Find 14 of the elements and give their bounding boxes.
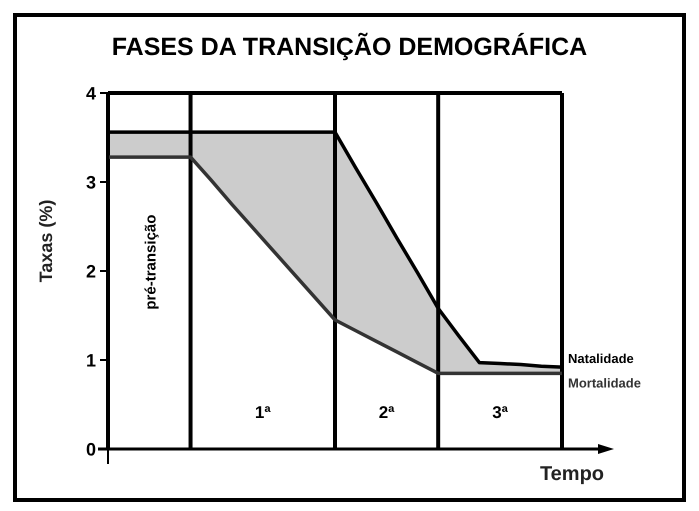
annotation: pré-transição: [142, 214, 160, 310]
annotation: 3ª: [492, 402, 509, 422]
y-tick-label: 0: [86, 439, 96, 460]
chart-title: FASES DA TRANSIÇÃO DEMOGRÁFICA: [112, 32, 588, 61]
series-label: Mortalidade: [568, 375, 641, 390]
y-tick-label: 2: [86, 261, 96, 282]
series-label: Natalidade: [568, 351, 634, 366]
annotation: 2ª: [378, 402, 396, 422]
y-tick-label: 3: [86, 172, 96, 192]
y-tick-label: 1: [86, 350, 96, 370]
x-axis-title: Tempo: [540, 463, 604, 485]
y-axis-title: Taxas (%): [36, 200, 56, 282]
y-tick-label: 4: [86, 83, 96, 104]
annotation: 1ª: [254, 402, 272, 422]
